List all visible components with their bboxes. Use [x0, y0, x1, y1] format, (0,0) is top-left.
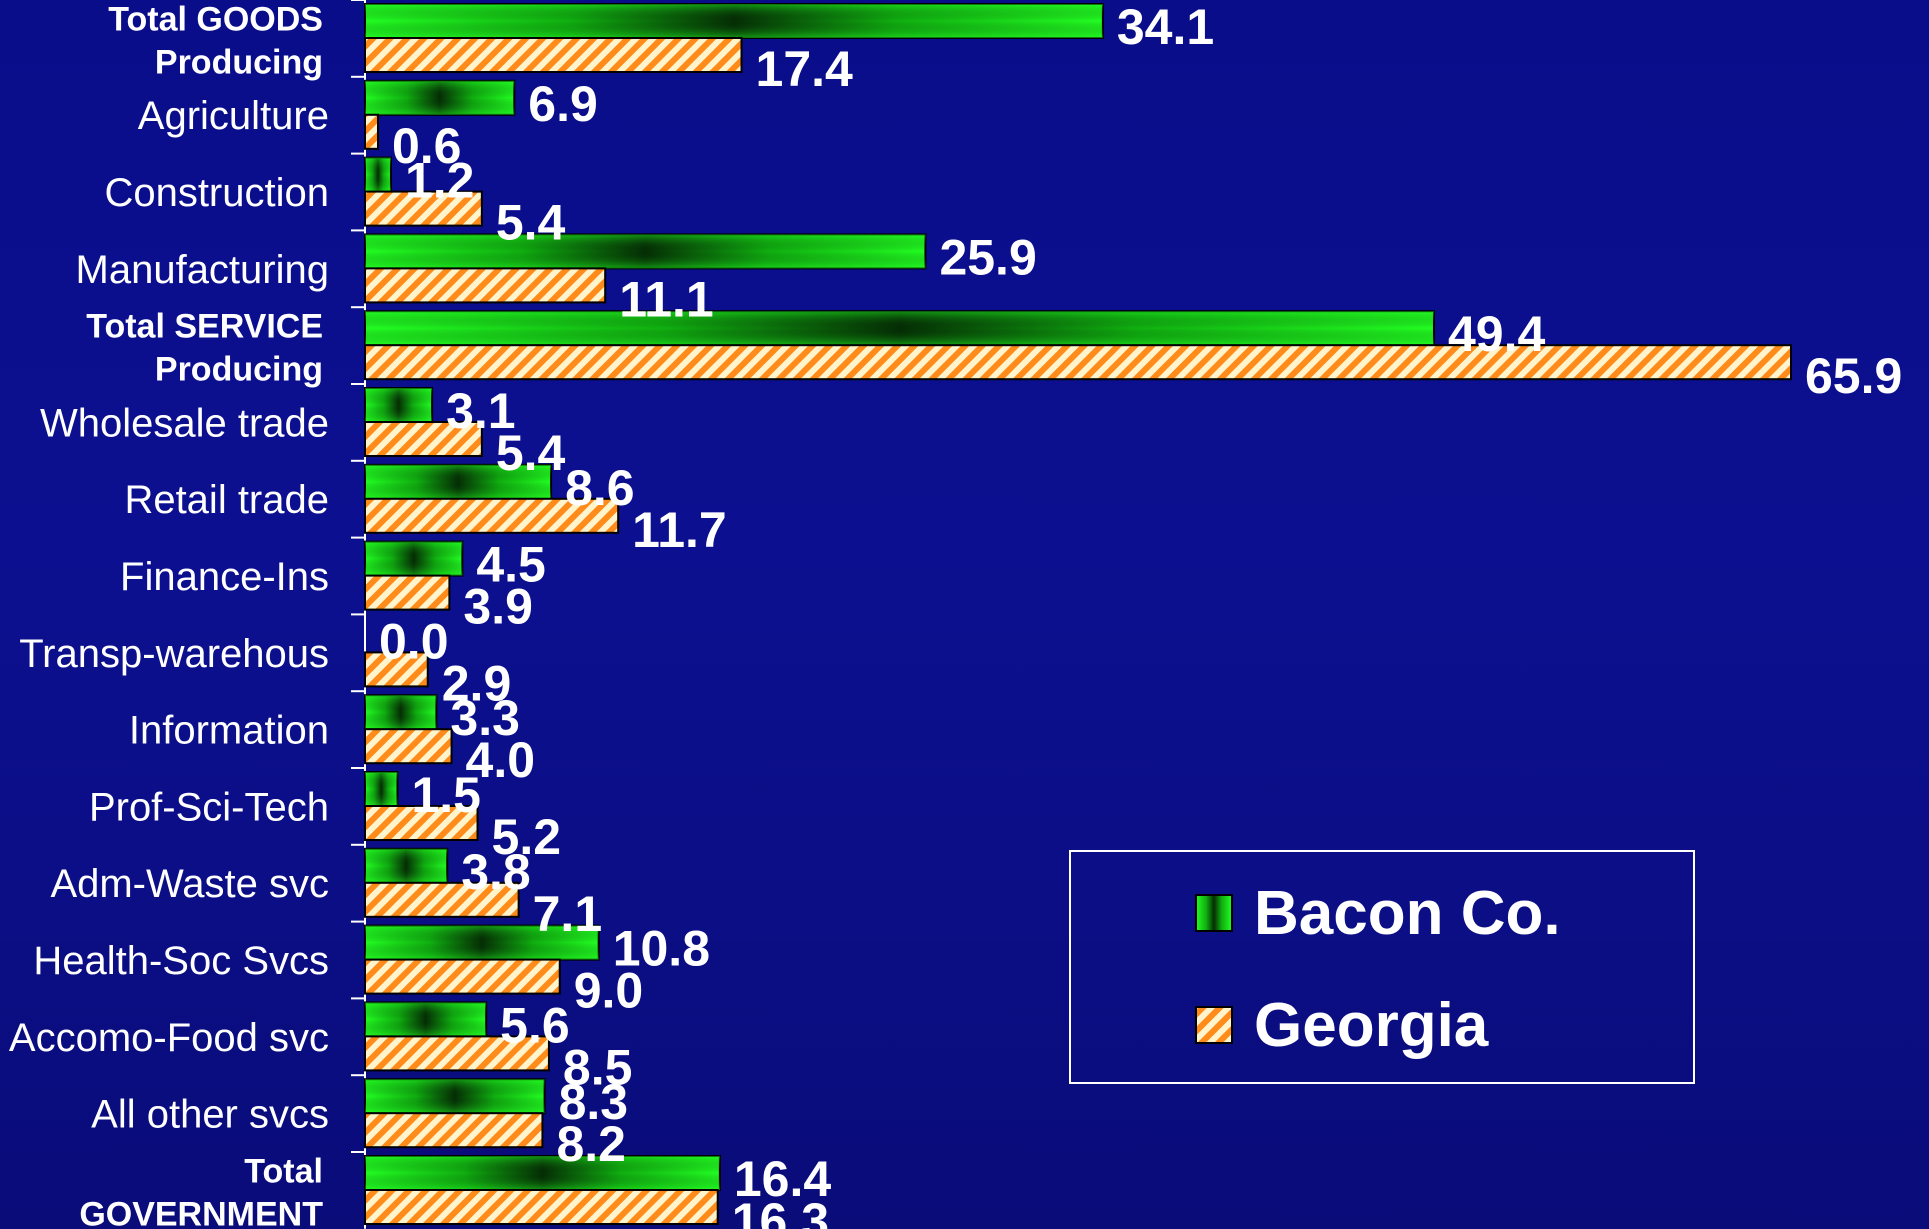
value-label-georgia: 3.9: [463, 579, 533, 635]
value-label-bacon: 25.9: [939, 229, 1036, 285]
value-label-bacon: 3.3: [450, 690, 520, 746]
value-label-bacon: 8.6: [565, 460, 635, 516]
value-label-georgia: 7.1: [533, 886, 603, 942]
value-label-georgia: 5.4: [496, 425, 566, 481]
value-label-bacon: 34.1: [1117, 0, 1214, 55]
value-label-bacon: 1.5: [411, 767, 481, 823]
bar-bacon-shade: [365, 925, 599, 960]
value-label-georgia: 11.1: [619, 271, 714, 327]
value-label-georgia: 8.5: [563, 1039, 633, 1095]
value-label-bacon: 6.9: [528, 76, 598, 132]
category-label: Adm-Waste svc: [50, 862, 329, 906]
bar-georgia: [364, 1035, 550, 1072]
category-label: GOVERNMENT: [79, 1195, 323, 1229]
value-label-bacon: 1.2: [405, 153, 475, 209]
bar-bacon-shade: [365, 772, 398, 806]
value-label-bacon: 3.1: [446, 383, 516, 439]
bar-georgia: [364, 190, 483, 227]
bar-bacon-shade: [365, 311, 1434, 346]
bar-bacon-shade: [365, 1079, 545, 1114]
value-labels: 34.117.46.90.61.25.425.911.149.465.93.15…: [379, 0, 1902, 1229]
category-label: Construction: [104, 171, 329, 215]
value-label-bacon: 49.4: [1448, 306, 1546, 362]
category-label: Accomo-Food svc: [9, 1016, 329, 1060]
legend-label-georgia: Georgia: [1254, 991, 1489, 1060]
value-label-georgia: 8.2: [556, 1116, 626, 1172]
legend: Bacon Co. Georgia: [1069, 850, 1695, 1084]
bar-bacon-shade: [365, 1156, 720, 1190]
value-label-georgia: 17.4: [756, 41, 854, 97]
category-label: Total: [244, 1152, 323, 1190]
bar-georgia: [364, 1189, 719, 1225]
category-label: Producing: [155, 351, 323, 389]
bar-georgia: [364, 344, 1792, 381]
value-label-georgia: 0.6: [392, 118, 462, 174]
category-label: Prof-Sci-Tech: [89, 785, 329, 829]
bar-georgia: [364, 651, 429, 688]
bar-bacon-shade: [365, 157, 391, 192]
value-label-bacon: 16.4: [734, 1151, 832, 1207]
legend-swatch-bacon: [1195, 894, 1233, 932]
bar-georgia: [364, 267, 607, 304]
bar-georgia: [364, 1112, 544, 1149]
bar-bacon-shade: [365, 388, 433, 422]
value-label-georgia: 4.0: [466, 732, 536, 788]
category-label: Wholesale trade: [40, 401, 329, 445]
category-label: All other svcs: [91, 1093, 329, 1137]
category-label: Transp-warehous: [19, 632, 329, 676]
value-label-georgia: 9.0: [574, 963, 644, 1019]
bar-bacon-shade: [365, 80, 515, 115]
category-label: Information: [129, 709, 329, 753]
legend-box: [1069, 850, 1695, 1084]
bar-georgia: [364, 958, 561, 995]
bar-bacon-shade: [365, 464, 552, 499]
value-label-bacon: 4.5: [476, 537, 546, 593]
bar-georgia: [364, 421, 483, 457]
bar-bacon-shade: [365, 541, 463, 576]
category-label: Producing: [155, 43, 323, 81]
bar-bacon-shade: [365, 848, 448, 883]
category-labels: Total GOODS Producing Agriculture Construct…: [9, 0, 329, 1229]
bar-georgia: [364, 881, 520, 918]
bar-georgia: [364, 805, 479, 841]
bar-bacon-shade: [365, 1002, 487, 1037]
bar-georgia: [364, 37, 743, 73]
value-label-bacon: 3.8: [461, 844, 531, 900]
bar-georgia: [364, 574, 451, 611]
value-label-georgia: 16.3: [732, 1193, 829, 1229]
value-label-georgia: 5.4: [496, 195, 566, 251]
legend-label-bacon: Bacon Co.: [1254, 879, 1561, 948]
value-label-georgia: 2.9: [442, 655, 512, 711]
category-label: Finance-Ins: [120, 555, 329, 599]
bar-georgia: [364, 728, 453, 765]
value-label-georgia: 11.7: [632, 502, 727, 558]
value-label-bacon: 10.8: [613, 921, 710, 977]
category-label: Total GOODS: [108, 0, 323, 38]
value-label-bacon: 0.0: [379, 613, 449, 669]
bar-georgia: [364, 497, 620, 534]
bar-bacon-shade: [365, 4, 1103, 38]
value-label-bacon: 8.3: [559, 1074, 629, 1130]
bar-bacon-shade: [365, 234, 926, 269]
y-axis: [351, 0, 366, 1229]
bar-georgia: [364, 113, 379, 150]
value-label-bacon: 5.6: [500, 997, 570, 1053]
category-label: Health-Soc Svcs: [33, 939, 329, 983]
bars: [364, 3, 1792, 1225]
legend-swatch-georgia: [1195, 1006, 1233, 1044]
value-label-georgia: 65.9: [1805, 348, 1902, 404]
value-label-georgia: 5.2: [492, 809, 562, 865]
category-label: Retail trade: [124, 478, 329, 522]
category-label: Manufacturing: [76, 248, 329, 292]
category-label: Total SERVICE: [86, 308, 323, 346]
category-label: Agriculture: [138, 94, 329, 138]
bar-bacon-shade: [365, 695, 437, 730]
